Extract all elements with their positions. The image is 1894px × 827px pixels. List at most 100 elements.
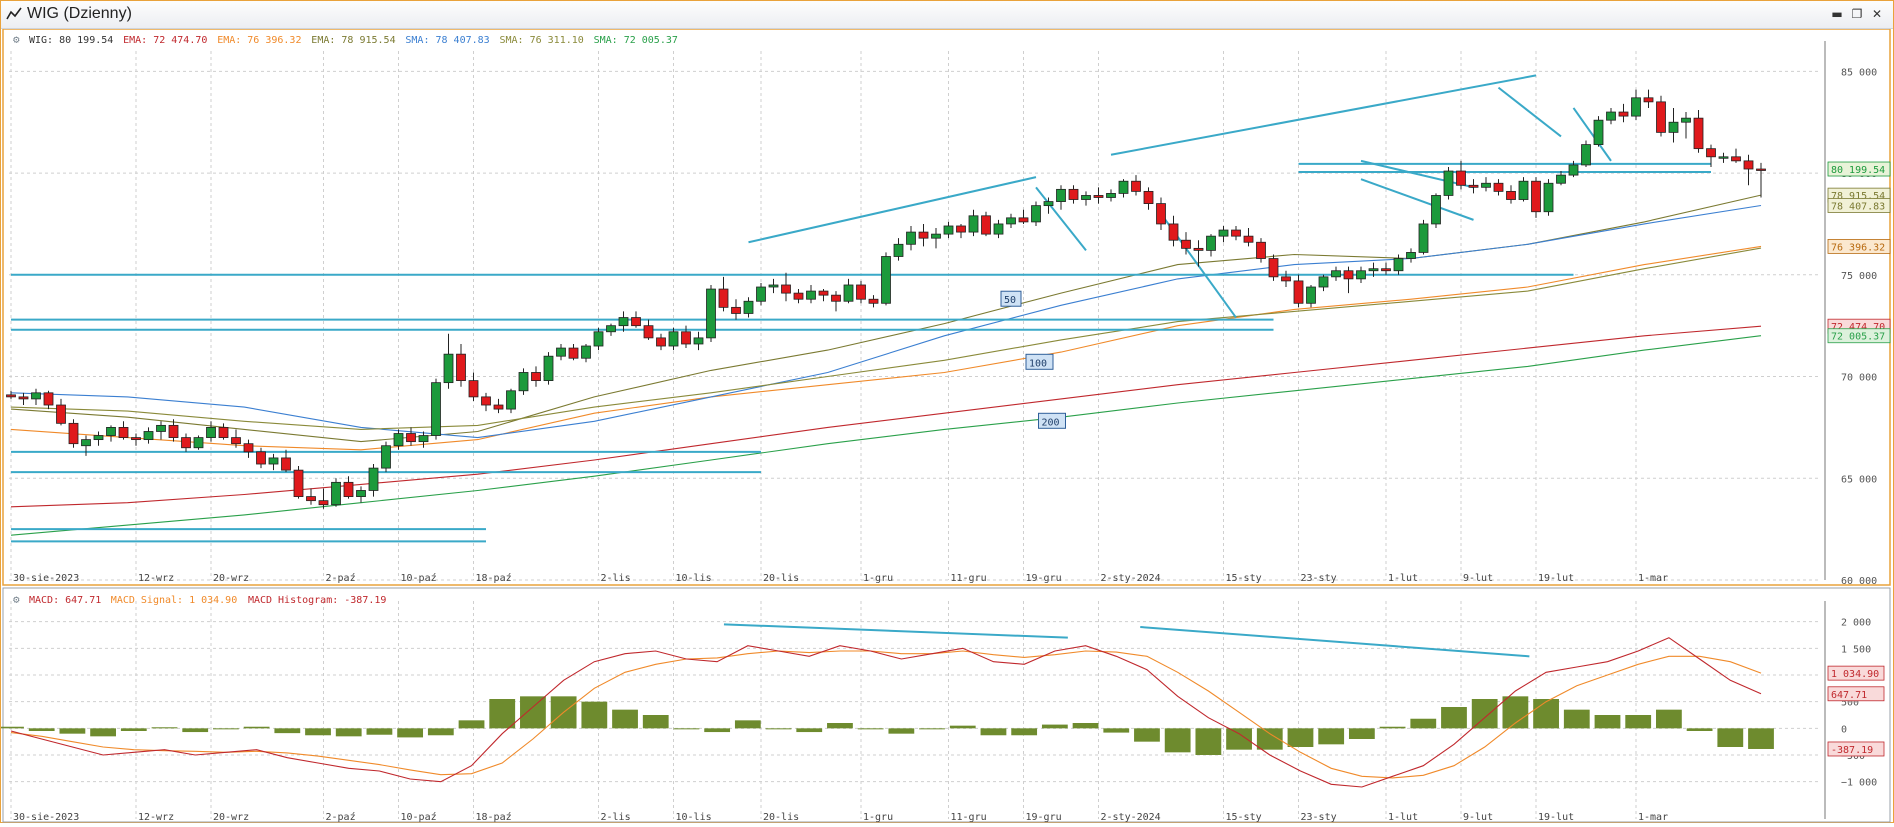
candle-down (1143, 187, 1154, 210)
candle-body (1331, 270, 1341, 278)
trend-line (748, 176, 1037, 244)
macd-histogram-bar (1164, 728, 1191, 753)
macd-histogram-bar (857, 728, 884, 730)
candle-down (731, 299, 741, 320)
candle-up (881, 252, 891, 306)
candle-body (843, 284, 854, 302)
candle-up (1518, 177, 1529, 202)
candle-up (1418, 219, 1429, 255)
candle-body (1568, 164, 1579, 176)
restore-icon[interactable]: ❐ (1851, 7, 1863, 21)
candle-body (931, 233, 941, 239)
macd-histogram-bar (397, 728, 424, 738)
candle-up (1406, 248, 1416, 263)
candle-body (1018, 217, 1029, 223)
title-bar[interactable]: WIG (Dzienny) ▬ ❐ ✕ (1, 1, 1893, 29)
candle-up (206, 421, 216, 442)
minimize-icon[interactable]: ▬ (1831, 7, 1843, 21)
price-y-tick-label: 60 000 (1841, 576, 1877, 587)
macd-histogram-bar (1471, 699, 1498, 729)
candle-up (593, 327, 604, 351)
macd-histogram-bar (1533, 699, 1559, 729)
candle-body (193, 437, 204, 449)
candle-body (206, 427, 216, 438)
candle-down (1293, 274, 1304, 308)
candle-down (718, 276, 729, 312)
macd-histogram-bar (612, 709, 638, 729)
candle-body (881, 256, 891, 304)
candle-up (1218, 225, 1229, 243)
candle-body (1468, 184, 1479, 188)
candle-body (231, 437, 241, 445)
candle-body (981, 215, 991, 235)
candle-up (968, 209, 979, 237)
macd-histogram-bar (243, 726, 270, 729)
candle-body (1306, 286, 1316, 304)
price-legend-item: SMA: 78 407.83 (405, 35, 489, 46)
macd-line (10, 637, 1762, 788)
price-value-badge (1827, 328, 1891, 344)
candle-down (181, 433, 191, 452)
x-tick-label: 20-lis (763, 573, 799, 584)
candle-down (1643, 89, 1654, 108)
macd-histogram-bar (274, 728, 301, 734)
price-legend-item: SMA: 72 005.37 (594, 35, 678, 46)
ma-period-label: 50 (1004, 295, 1016, 306)
macd-x-tick-label: 12-wrz (138, 812, 174, 823)
candle-down (43, 390, 54, 410)
price-y-tick-label: 85 000 (1841, 67, 1877, 78)
candle-body (18, 396, 29, 400)
candle-down (818, 289, 829, 302)
candle-body (1293, 280, 1304, 304)
candle-body (1156, 203, 1166, 225)
candle-body (1206, 235, 1216, 251)
candle-body (831, 294, 841, 302)
price-y-tick-label: 70 000 (1841, 373, 1877, 384)
x-tick-label: 12-wrz (138, 573, 174, 584)
macd-y-tick-label: 2 000 (1841, 618, 1871, 629)
candle-down (643, 319, 654, 340)
macd-x-tick-label: 9-lut (1463, 812, 1493, 823)
candle-up (931, 228, 941, 249)
candle-up (606, 323, 616, 336)
candle-up (1043, 197, 1054, 214)
candle-down (468, 372, 479, 401)
candle-up (418, 431, 429, 448)
candle-body (631, 317, 641, 327)
close-icon[interactable]: ✕ (1871, 7, 1883, 21)
macd-x-tick-label: 19-gru (1026, 812, 1062, 823)
candle-up (31, 388, 41, 406)
trend-line (1110, 74, 1537, 156)
candle-down (1256, 238, 1266, 263)
trend-line (1497, 86, 1562, 138)
candle-up (393, 429, 404, 450)
macd-histogram-bar (1441, 707, 1467, 729)
macd-histogram-bar (673, 728, 700, 730)
x-tick-label: 1-lut (1388, 573, 1418, 584)
candle-down (1456, 160, 1466, 190)
candle-body (156, 424, 166, 432)
macd-x-tick-label: 1-mar (1638, 812, 1668, 823)
candle-up (706, 284, 716, 342)
candle-up (518, 368, 529, 395)
candle-body (68, 422, 79, 445)
macd-histogram-bar (182, 728, 209, 733)
candle-body (531, 372, 541, 382)
macd-histogram-bar (1103, 728, 1130, 733)
candle-body (1493, 182, 1504, 192)
price-value-label: 72 474.70 (1831, 322, 1885, 333)
macd-y-tick-label: 500 (1841, 698, 1859, 709)
candle-down (118, 421, 129, 440)
candle-body (31, 392, 41, 400)
price-y-tick-label: 75 000 (1841, 271, 1877, 282)
candle-up (1431, 193, 1441, 229)
candle-down (1093, 187, 1104, 204)
candle-down (781, 272, 791, 302)
series-line-sma (10, 335, 1762, 536)
candle-down (1156, 197, 1166, 231)
candle-up (331, 478, 341, 507)
price-legend-item: EMA: 72 474.70 (123, 35, 207, 46)
price-value-badge (1827, 161, 1891, 177)
